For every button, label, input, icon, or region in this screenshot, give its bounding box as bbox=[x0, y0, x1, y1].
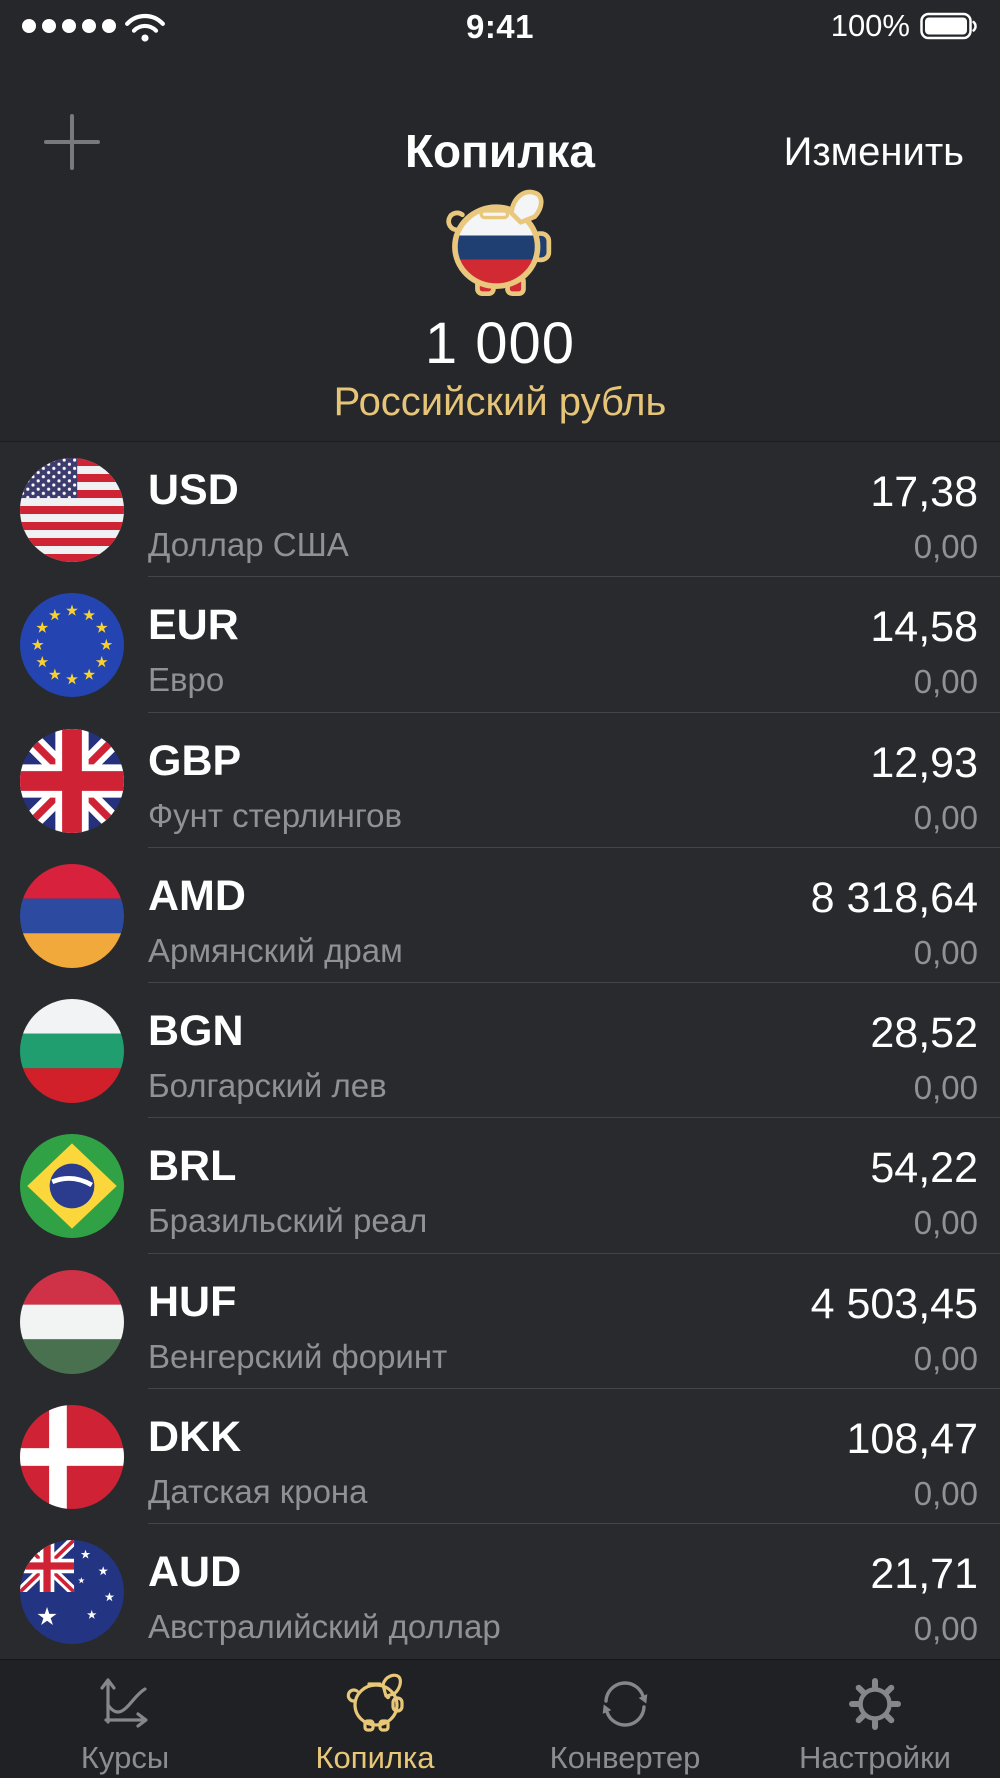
battery-icon bbox=[920, 12, 977, 40]
currency-list: USD Доллар США 17,38 0,00 EUR Евро 14,58… bbox=[0, 441, 1000, 1659]
currency-name: Болгарский лев bbox=[148, 1067, 387, 1105]
currency-rate: 14,58 bbox=[870, 603, 978, 652]
currency-rate: 21,71 bbox=[870, 1550, 978, 1599]
currency-row-amd[interactable]: AMD Армянский драм 8 318,64 0,00 bbox=[0, 848, 1000, 984]
currency-name: Австралийский доллар bbox=[148, 1608, 501, 1646]
piggy-bank-icon bbox=[346, 1673, 404, 1732]
line-chart-icon bbox=[100, 1678, 148, 1728]
currency-code: BRL bbox=[148, 1142, 237, 1191]
currency-row-usd[interactable]: USD Доллар США 17,38 0,00 bbox=[0, 442, 1000, 578]
gear-icon bbox=[849, 1678, 901, 1730]
currency-row-aud[interactable]: AUD Австралийский доллар 21,71 0,00 bbox=[0, 1524, 1000, 1659]
tab-rates[interactable]: Курсы bbox=[0, 1660, 250, 1778]
huf-flag-icon bbox=[20, 1269, 124, 1374]
tab-bar: Курсы Копилка Конвертер bbox=[0, 1659, 1000, 1778]
tab-label: Настройки bbox=[798, 1740, 951, 1775]
currency-row-huf[interactable]: HUF Венгерский форинт 4 503,45 0,00 bbox=[0, 1254, 1000, 1390]
currency-row-eur[interactable]: EUR Евро 14,58 0,00 bbox=[0, 577, 1000, 713]
currency-row-brl[interactable]: BRL Бразильский реал 54,22 0,00 bbox=[0, 1118, 1000, 1255]
currency-converted: 0,00 bbox=[913, 1204, 978, 1242]
currency-converted: 0,00 bbox=[913, 1069, 978, 1107]
currency-code: EUR bbox=[148, 601, 239, 650]
currency-rate: 108,47 bbox=[846, 1415, 978, 1464]
currency-row-bgn[interactable]: BGN Болгарский лев 28,52 0,00 bbox=[0, 983, 1000, 1119]
tab-converter[interactable]: Конвертер bbox=[500, 1660, 750, 1778]
currency-name: Евро bbox=[148, 661, 225, 699]
currency-rate: 28,52 bbox=[870, 1009, 978, 1058]
battery-percent: 100% bbox=[830, 8, 910, 43]
currency-code: GBP bbox=[148, 736, 242, 785]
aud-flag-icon bbox=[20, 1540, 124, 1645]
currency-converted: 0,00 bbox=[913, 528, 978, 565]
currency-rate: 17,38 bbox=[870, 468, 978, 516]
amd-flag-icon bbox=[20, 863, 124, 968]
add-currency-button[interactable] bbox=[40, 110, 104, 174]
brl-flag-icon bbox=[20, 1134, 124, 1239]
tab-piggy-bank[interactable]: Копилка bbox=[250, 1660, 500, 1778]
currency-name: Армянский драм bbox=[148, 931, 403, 969]
currency-name: Фунт стерлингов bbox=[148, 796, 403, 834]
currency-name: Доллар США bbox=[148, 526, 349, 563]
currency-converted: 0,00 bbox=[913, 933, 978, 971]
dkk-flag-icon bbox=[20, 1405, 124, 1510]
currency-converted: 0,00 bbox=[913, 798, 978, 836]
currency-rate: 12,93 bbox=[870, 738, 978, 787]
currency-code: HUF bbox=[148, 1277, 237, 1326]
currency-code: USD bbox=[148, 466, 239, 514]
currency-code: AMD bbox=[148, 871, 246, 920]
gbp-flag-icon bbox=[20, 728, 124, 833]
currency-converted: 0,00 bbox=[913, 1475, 978, 1513]
tab-label: Конвертер bbox=[549, 1740, 701, 1775]
tab-label: Копилка bbox=[315, 1740, 435, 1775]
piggy-bank-russian-flag-icon bbox=[446, 189, 552, 297]
currency-rate: 4 503,45 bbox=[810, 1279, 978, 1328]
tab-settings[interactable]: Настройки bbox=[750, 1660, 1000, 1778]
bgn-flag-icon bbox=[20, 999, 124, 1104]
plus-icon bbox=[44, 114, 100, 170]
edit-button[interactable]: Изменить bbox=[783, 130, 964, 174]
currency-rate: 8 318,64 bbox=[810, 873, 978, 922]
currency-name: Венгерский форинт bbox=[148, 1337, 448, 1375]
currency-rate: 54,22 bbox=[870, 1144, 978, 1193]
currency-name: Датская крона bbox=[148, 1473, 368, 1511]
status-time: 9:41 bbox=[465, 8, 535, 45]
sync-arrows-icon bbox=[602, 1681, 648, 1727]
status-bar: 9:41 100% bbox=[0, 0, 1000, 54]
piggy-amount: 1 000 bbox=[424, 311, 576, 376]
wifi-icon bbox=[125, 13, 165, 42]
usd-flag-icon bbox=[20, 458, 124, 562]
piggy-currency-label: Российский рубль bbox=[333, 380, 667, 424]
currency-code: AUD bbox=[148, 1548, 242, 1597]
currency-name: Бразильский реал bbox=[148, 1202, 428, 1240]
nav-bar: Копилка Изменить bbox=[0, 54, 1000, 177]
tab-label: Курсы bbox=[80, 1740, 170, 1775]
currency-row-gbp[interactable]: GBP Фунт стерлингов 12,93 0,00 bbox=[0, 713, 1000, 849]
currency-converted: 0,00 bbox=[913, 663, 978, 701]
currency-converted: 0,00 bbox=[913, 1610, 978, 1648]
signal-dots-icon bbox=[22, 19, 116, 33]
eur-flag-icon bbox=[20, 593, 124, 698]
currency-code: DKK bbox=[148, 1413, 242, 1462]
currency-row-dkk[interactable]: DKK Датская крона 108,47 0,00 bbox=[0, 1389, 1000, 1525]
currency-code: BGN bbox=[148, 1007, 244, 1056]
currency-converted: 0,00 bbox=[913, 1339, 978, 1377]
page-title: Копилка bbox=[404, 125, 596, 177]
